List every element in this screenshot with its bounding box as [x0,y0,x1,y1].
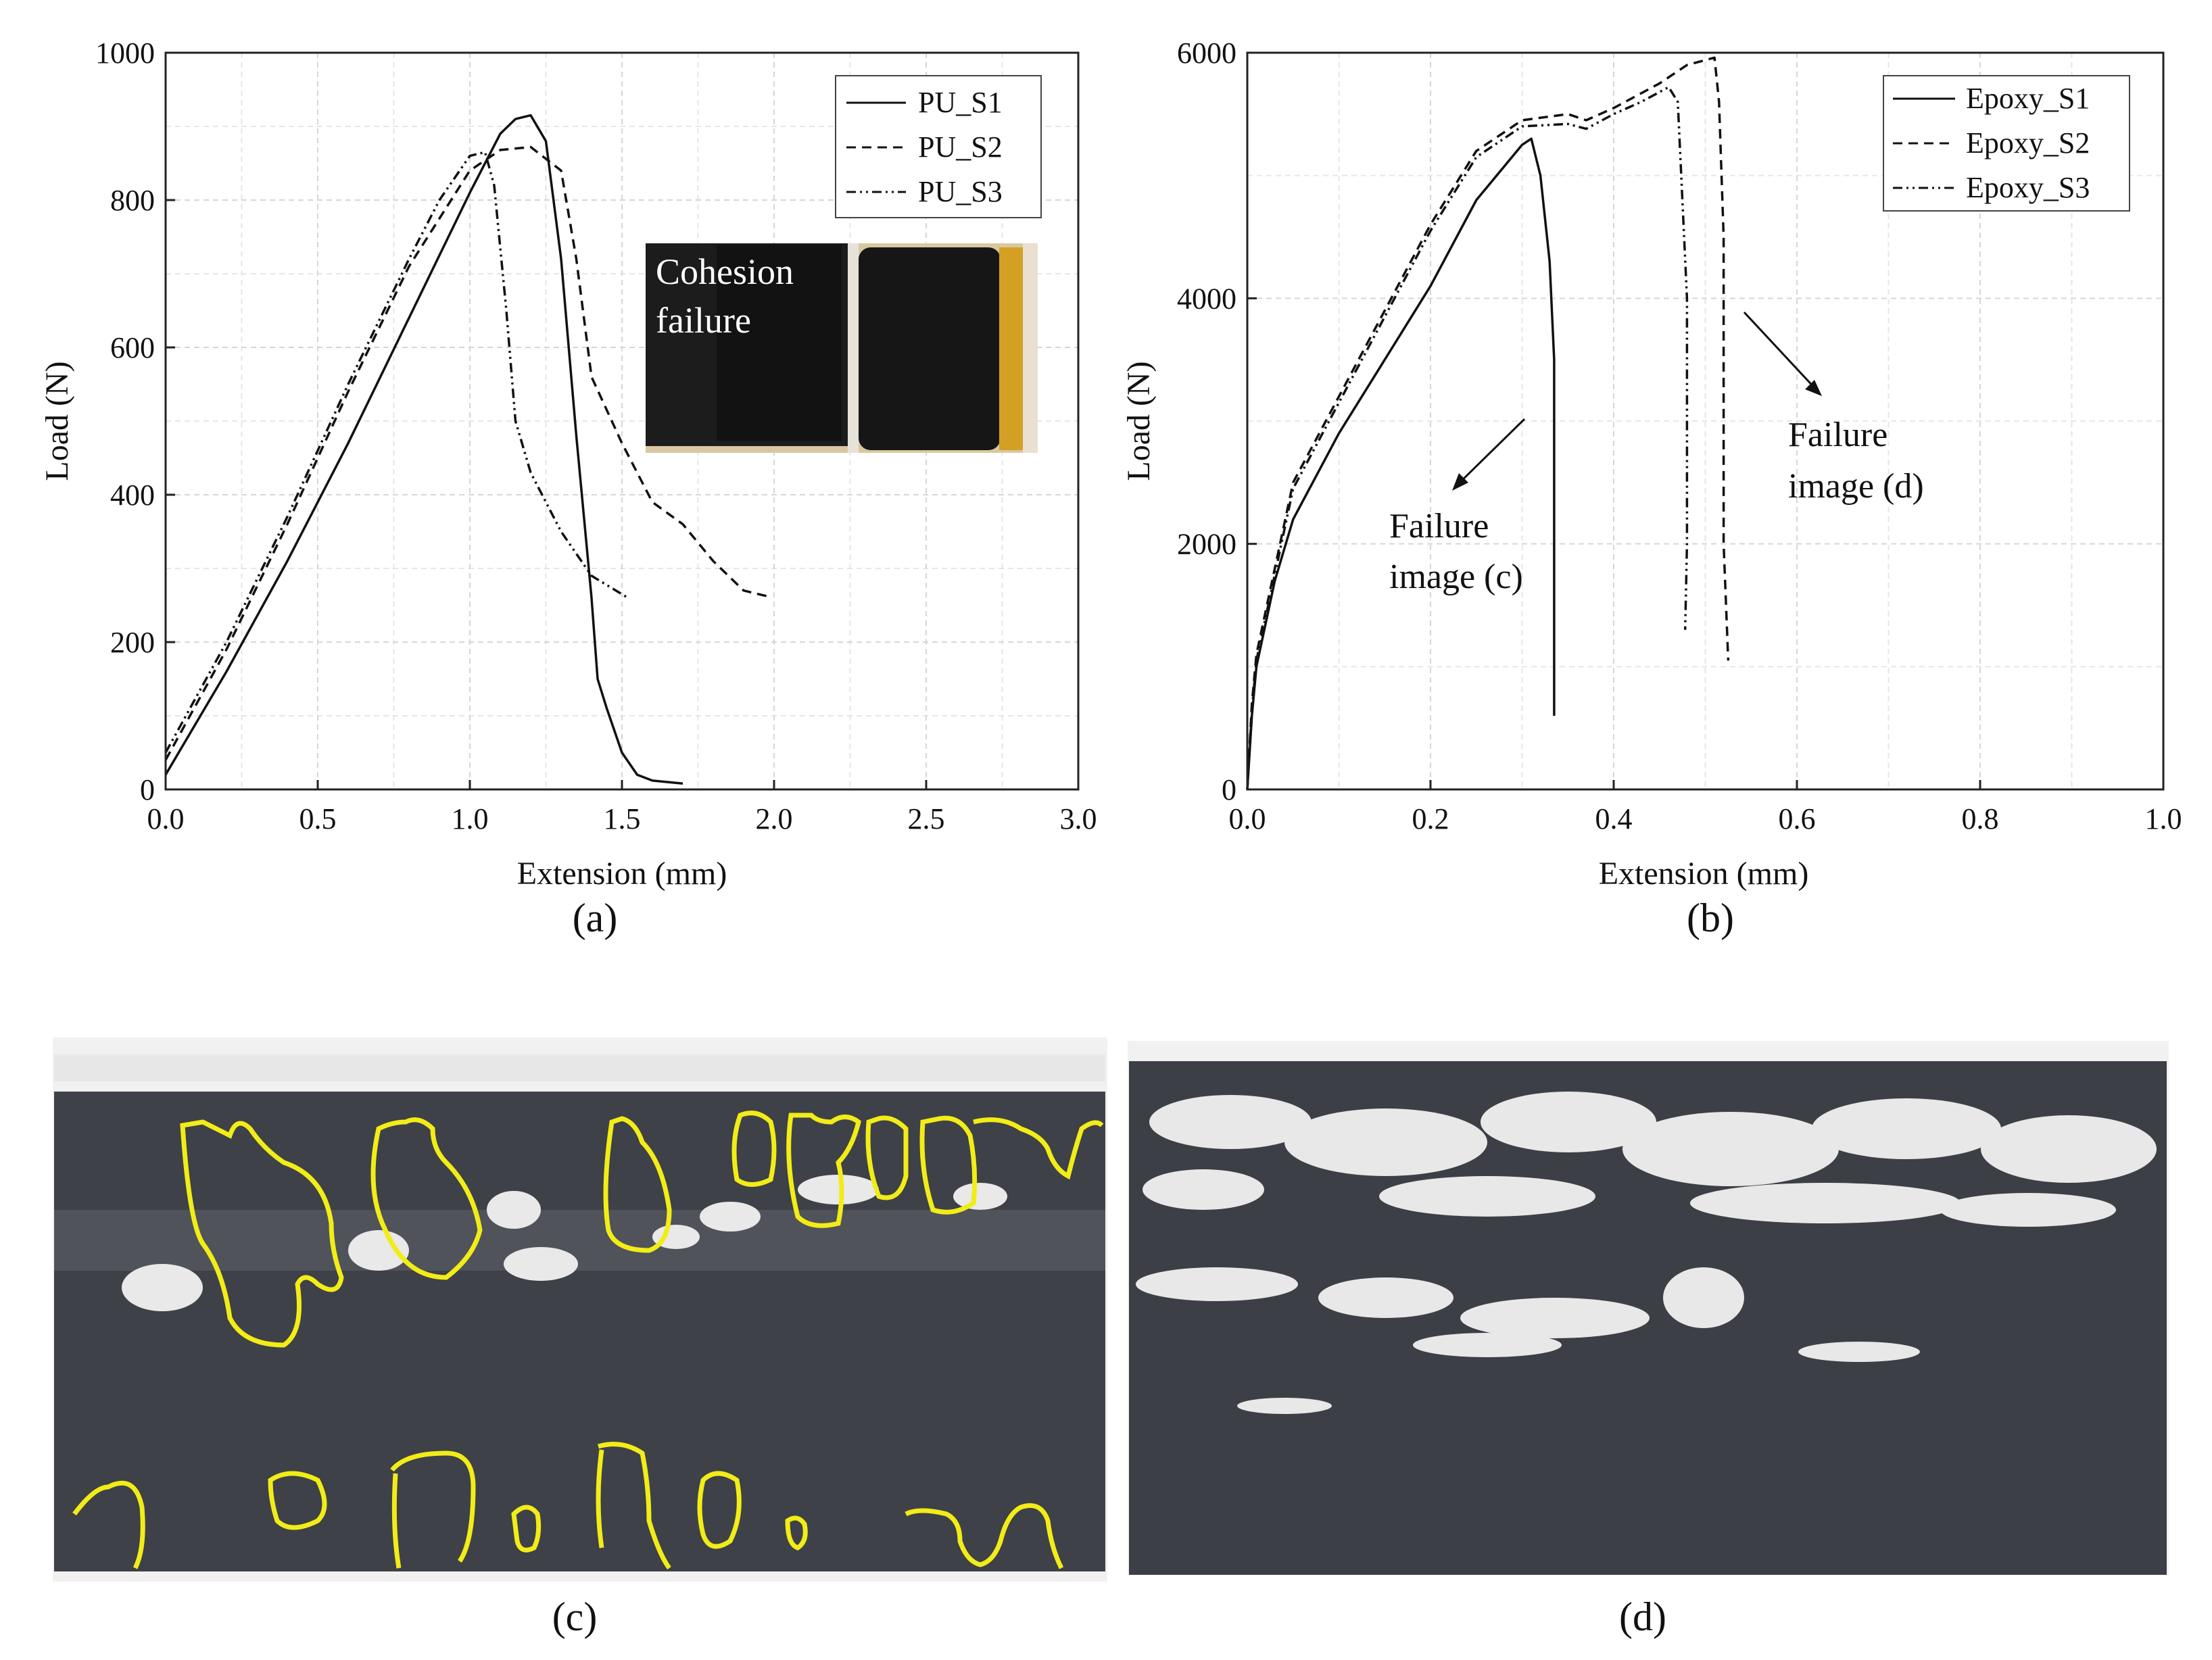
chart-a-series [164,114,769,785]
chart-b-xlabel: Extension (mm) [1599,856,1809,892]
chart-a-xtick-label: 1.0 [452,802,489,835]
chart-a-xtick-label: 0.5 [299,802,337,835]
chart-a-xtick-label: 2.5 [908,802,945,835]
chart-a-ytick-label: 1000 [95,36,155,70]
chart-b-grid [1247,53,2163,789]
chart-b-panel-label: (b) [1687,896,1734,940]
chart-a-ytick-label: 600 [110,331,155,364]
chart-b-legend: Epoxy_S1 Epoxy_S2 Epoxy_S3 [1883,75,2130,212]
chart-a-xtick-label: 0.0 [147,802,185,835]
series-line-pu-s2 [164,145,769,761]
chart-b-ytick-label: 0 [1222,773,1236,806]
chart-b-xtick-label: 0.6 [1779,802,1816,835]
chart-a-panel-label: (a) [573,896,618,940]
chart-a-ytick-label: 400 [110,479,155,512]
chart-b-ytick-label: 4000 [1177,282,1236,315]
legend-label-pu-s2: PU_S2 [918,130,1003,164]
chart-a-ytick-label: 200 [110,626,155,659]
chart-a: 0.0 0.5 1.0 1.5 2.0 2.5 3.0 0 200 400 600 800 1000 E… [39,36,1097,940]
failure-photo-d: (d) [1128,1041,2169,1639]
annotation-d-line2: image (d) [1788,467,1924,506]
annotation-c-line2: image (c) [1389,558,1523,596]
chart-b-xtick-label: 0.2 [1412,802,1449,835]
chart-b-ylabel: Load (N) [1121,361,1157,481]
chart-a-legend: PU_S1 PU_S2 PU_S3 [835,75,1042,218]
inset-label-line1: Cohesion [656,251,794,292]
series-line-pu-s1 [164,114,683,785]
inset-label-line2: failure [656,300,751,341]
photo-c-yellow-outlines [72,1110,1104,1570]
annotation-failure-image-d: Failure image (d) [1743,311,1924,506]
chart-b-ytick-label: 2000 [1177,528,1236,561]
chart-a-ytick-label: 800 [110,184,155,217]
legend-label-pu-s3: PU_S3 [918,175,1003,208]
chart-b-xtick-label: 0.4 [1595,802,1633,835]
annotation-d-line1: Failure [1788,416,1888,454]
failure-photo-c: (c) [53,1038,1107,1639]
annotation-failure-image-c: Failure image (c) [1389,418,1526,596]
chart-a-ylabel: Load (N) [39,361,75,481]
chart-a-ytick-label: 0 [140,773,155,806]
chart-a-xlabel: Extension (mm) [517,856,727,892]
chart-a-xtick-label: 1.5 [604,802,641,835]
chart-b-plot-frame [1246,51,2165,791]
series-line-epoxy-s1 [1246,137,1556,790]
series-line-epoxy-s2 [1246,56,1730,790]
chart-b-ticks: 0.0 0.2 0.4 0.6 0.8 1.0 0 2000 4000 6000 [1177,36,2182,835]
chart-b-xtick-label: 0.8 [1962,802,1999,835]
chart-b: 0.0 0.2 0.4 0.6 0.8 1.0 0 2000 4000 6000 Extensio… [1121,36,2182,940]
legend-label-epoxy-s2: Epoxy_S2 [1966,126,2090,160]
photo-d-white-patches [1136,1092,2157,1414]
chart-b-xtick-label: 0.0 [1229,802,1266,835]
photo-c-panel-label: (c) [552,1594,598,1639]
chart-b-series [1246,56,1730,790]
chart-a-xtick-label: 3.0 [1060,802,1097,835]
cohesion-failure-inset-photo: Cohesion failure [646,243,1038,453]
legend-label-pu-s1: PU_S1 [918,86,1003,119]
series-line-pu-s3 [164,151,629,754]
series-line-epoxy-s3 [1246,86,1689,790]
photo-d-panel-label: (d) [1619,1594,1666,1639]
chart-a-ticks: 0.0 0.5 1.0 1.5 2.0 2.5 3.0 0 200 400 600 800 1000 [95,36,1097,835]
photo-c-white-patches [122,1175,1007,1311]
chart-a-xtick-label: 2.0 [756,802,793,835]
annotation-c-line1: Failure [1389,507,1489,545]
chart-b-xtick-label: 1.0 [2145,802,2182,835]
chart-b-ytick-label: 6000 [1177,36,1236,70]
legend-label-epoxy-s3: Epoxy_S3 [1966,171,2090,204]
legend-label-epoxy-s1: Epoxy_S1 [1966,82,2090,115]
